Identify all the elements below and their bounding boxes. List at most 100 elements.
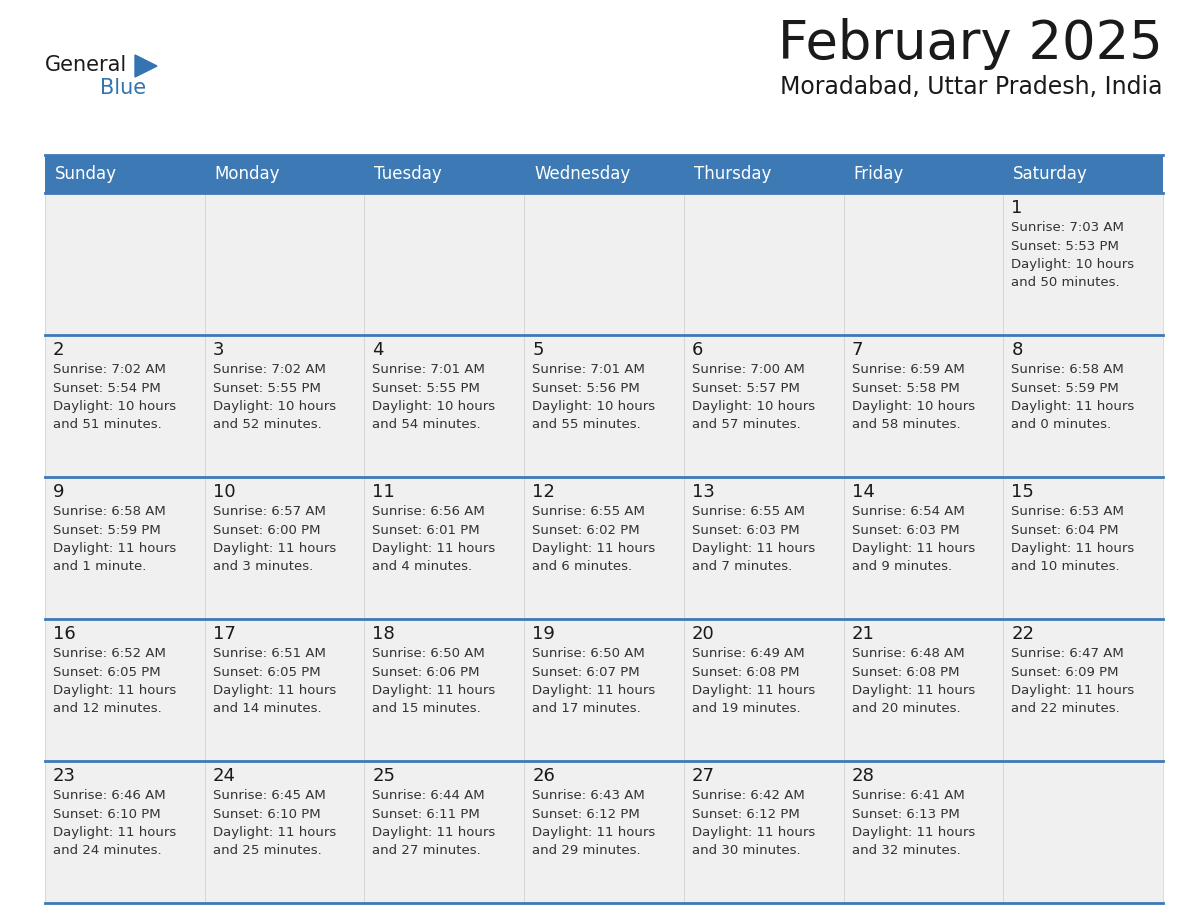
- Text: 1: 1: [1011, 199, 1023, 217]
- Text: 18: 18: [372, 625, 396, 643]
- Text: Sunrise: 7:02 AM
Sunset: 5:54 PM
Daylight: 10 hours
and 51 minutes.: Sunrise: 7:02 AM Sunset: 5:54 PM Dayligh…: [53, 363, 176, 431]
- Text: Sunrise: 7:01 AM
Sunset: 5:55 PM
Daylight: 10 hours
and 54 minutes.: Sunrise: 7:01 AM Sunset: 5:55 PM Dayligh…: [372, 363, 495, 431]
- Bar: [843, 335, 1004, 477]
- Bar: [843, 155, 1004, 193]
- Text: Sunrise: 6:46 AM
Sunset: 6:10 PM
Daylight: 11 hours
and 24 minutes.: Sunrise: 6:46 AM Sunset: 6:10 PM Dayligh…: [53, 789, 176, 857]
- Text: Sunrise: 6:51 AM
Sunset: 6:05 PM
Daylight: 11 hours
and 14 minutes.: Sunrise: 6:51 AM Sunset: 6:05 PM Dayligh…: [213, 647, 336, 715]
- Text: 19: 19: [532, 625, 555, 643]
- Bar: [524, 335, 684, 477]
- Text: Wednesday: Wednesday: [535, 165, 631, 183]
- Text: 8: 8: [1011, 341, 1023, 359]
- Text: 6: 6: [691, 341, 703, 359]
- Text: Sunrise: 7:01 AM
Sunset: 5:56 PM
Daylight: 10 hours
and 55 minutes.: Sunrise: 7:01 AM Sunset: 5:56 PM Dayligh…: [532, 363, 656, 431]
- Text: Moradabad, Uttar Pradesh, India: Moradabad, Uttar Pradesh, India: [781, 75, 1163, 99]
- Bar: [45, 477, 204, 619]
- Text: Sunrise: 6:58 AM
Sunset: 5:59 PM
Daylight: 11 hours
and 1 minute.: Sunrise: 6:58 AM Sunset: 5:59 PM Dayligh…: [53, 505, 176, 574]
- Text: 23: 23: [53, 767, 76, 785]
- Bar: [684, 477, 843, 619]
- Text: 15: 15: [1011, 483, 1035, 501]
- Text: Thursday: Thursday: [694, 165, 771, 183]
- Bar: [524, 619, 684, 761]
- Bar: [1004, 155, 1163, 193]
- Bar: [45, 619, 204, 761]
- Bar: [684, 761, 843, 903]
- Bar: [204, 193, 365, 335]
- Text: 20: 20: [691, 625, 715, 643]
- Text: 24: 24: [213, 767, 235, 785]
- Text: Sunrise: 6:56 AM
Sunset: 6:01 PM
Daylight: 11 hours
and 4 minutes.: Sunrise: 6:56 AM Sunset: 6:01 PM Dayligh…: [372, 505, 495, 574]
- Bar: [1004, 477, 1163, 619]
- Bar: [1004, 619, 1163, 761]
- Bar: [1004, 193, 1163, 335]
- Text: 3: 3: [213, 341, 225, 359]
- Text: Sunrise: 6:48 AM
Sunset: 6:08 PM
Daylight: 11 hours
and 20 minutes.: Sunrise: 6:48 AM Sunset: 6:08 PM Dayligh…: [852, 647, 975, 715]
- Text: Sunrise: 6:57 AM
Sunset: 6:00 PM
Daylight: 11 hours
and 3 minutes.: Sunrise: 6:57 AM Sunset: 6:00 PM Dayligh…: [213, 505, 336, 574]
- Text: Sunrise: 6:53 AM
Sunset: 6:04 PM
Daylight: 11 hours
and 10 minutes.: Sunrise: 6:53 AM Sunset: 6:04 PM Dayligh…: [1011, 505, 1135, 574]
- Bar: [204, 477, 365, 619]
- Bar: [1004, 761, 1163, 903]
- Bar: [524, 477, 684, 619]
- Text: Sunrise: 6:55 AM
Sunset: 6:02 PM
Daylight: 11 hours
and 6 minutes.: Sunrise: 6:55 AM Sunset: 6:02 PM Dayligh…: [532, 505, 656, 574]
- Text: General: General: [45, 55, 127, 75]
- Text: Blue: Blue: [100, 78, 146, 98]
- Bar: [365, 193, 524, 335]
- Text: Sunrise: 6:49 AM
Sunset: 6:08 PM
Daylight: 11 hours
and 19 minutes.: Sunrise: 6:49 AM Sunset: 6:08 PM Dayligh…: [691, 647, 815, 715]
- Text: Tuesday: Tuesday: [374, 165, 442, 183]
- Text: 22: 22: [1011, 625, 1035, 643]
- Text: 5: 5: [532, 341, 544, 359]
- Bar: [1004, 335, 1163, 477]
- Text: 26: 26: [532, 767, 555, 785]
- Bar: [45, 193, 204, 335]
- Bar: [843, 193, 1004, 335]
- Text: Monday: Monday: [215, 165, 280, 183]
- Text: 2: 2: [53, 341, 64, 359]
- Bar: [45, 335, 204, 477]
- Text: 4: 4: [372, 341, 384, 359]
- Bar: [45, 761, 204, 903]
- Text: Saturday: Saturday: [1013, 165, 1088, 183]
- Bar: [684, 335, 843, 477]
- Text: 25: 25: [372, 767, 396, 785]
- Text: 16: 16: [53, 625, 76, 643]
- Bar: [843, 761, 1004, 903]
- Text: Sunrise: 6:44 AM
Sunset: 6:11 PM
Daylight: 11 hours
and 27 minutes.: Sunrise: 6:44 AM Sunset: 6:11 PM Dayligh…: [372, 789, 495, 857]
- Text: 9: 9: [53, 483, 64, 501]
- Bar: [843, 619, 1004, 761]
- Text: Sunrise: 6:41 AM
Sunset: 6:13 PM
Daylight: 11 hours
and 32 minutes.: Sunrise: 6:41 AM Sunset: 6:13 PM Dayligh…: [852, 789, 975, 857]
- Text: Sunrise: 6:58 AM
Sunset: 5:59 PM
Daylight: 11 hours
and 0 minutes.: Sunrise: 6:58 AM Sunset: 5:59 PM Dayligh…: [1011, 363, 1135, 431]
- Text: Sunrise: 7:02 AM
Sunset: 5:55 PM
Daylight: 10 hours
and 52 minutes.: Sunrise: 7:02 AM Sunset: 5:55 PM Dayligh…: [213, 363, 336, 431]
- Bar: [524, 155, 684, 193]
- Bar: [45, 155, 204, 193]
- Bar: [684, 193, 843, 335]
- Bar: [365, 761, 524, 903]
- Bar: [524, 193, 684, 335]
- Bar: [843, 477, 1004, 619]
- Bar: [524, 761, 684, 903]
- Text: Sunrise: 7:00 AM
Sunset: 5:57 PM
Daylight: 10 hours
and 57 minutes.: Sunrise: 7:00 AM Sunset: 5:57 PM Dayligh…: [691, 363, 815, 431]
- Text: Sunrise: 7:03 AM
Sunset: 5:53 PM
Daylight: 10 hours
and 50 minutes.: Sunrise: 7:03 AM Sunset: 5:53 PM Dayligh…: [1011, 221, 1135, 289]
- Text: 12: 12: [532, 483, 555, 501]
- Text: Sunrise: 6:47 AM
Sunset: 6:09 PM
Daylight: 11 hours
and 22 minutes.: Sunrise: 6:47 AM Sunset: 6:09 PM Dayligh…: [1011, 647, 1135, 715]
- Bar: [204, 619, 365, 761]
- Text: Sunrise: 6:50 AM
Sunset: 6:07 PM
Daylight: 11 hours
and 17 minutes.: Sunrise: 6:50 AM Sunset: 6:07 PM Dayligh…: [532, 647, 656, 715]
- Text: 11: 11: [372, 483, 396, 501]
- Text: Sunrise: 6:45 AM
Sunset: 6:10 PM
Daylight: 11 hours
and 25 minutes.: Sunrise: 6:45 AM Sunset: 6:10 PM Dayligh…: [213, 789, 336, 857]
- Bar: [365, 155, 524, 193]
- Text: 13: 13: [691, 483, 715, 501]
- Text: Sunrise: 6:59 AM
Sunset: 5:58 PM
Daylight: 10 hours
and 58 minutes.: Sunrise: 6:59 AM Sunset: 5:58 PM Dayligh…: [852, 363, 974, 431]
- Text: Sunrise: 6:52 AM
Sunset: 6:05 PM
Daylight: 11 hours
and 12 minutes.: Sunrise: 6:52 AM Sunset: 6:05 PM Dayligh…: [53, 647, 176, 715]
- Text: Sunrise: 6:50 AM
Sunset: 6:06 PM
Daylight: 11 hours
and 15 minutes.: Sunrise: 6:50 AM Sunset: 6:06 PM Dayligh…: [372, 647, 495, 715]
- Text: 27: 27: [691, 767, 715, 785]
- Bar: [365, 335, 524, 477]
- Text: Sunday: Sunday: [55, 165, 116, 183]
- Text: 14: 14: [852, 483, 874, 501]
- Text: 7: 7: [852, 341, 862, 359]
- Text: 28: 28: [852, 767, 874, 785]
- Text: 21: 21: [852, 625, 874, 643]
- Text: Sunrise: 6:43 AM
Sunset: 6:12 PM
Daylight: 11 hours
and 29 minutes.: Sunrise: 6:43 AM Sunset: 6:12 PM Dayligh…: [532, 789, 656, 857]
- Bar: [365, 619, 524, 761]
- Text: Friday: Friday: [853, 165, 904, 183]
- Bar: [204, 761, 365, 903]
- Text: Sunrise: 6:42 AM
Sunset: 6:12 PM
Daylight: 11 hours
and 30 minutes.: Sunrise: 6:42 AM Sunset: 6:12 PM Dayligh…: [691, 789, 815, 857]
- Bar: [204, 335, 365, 477]
